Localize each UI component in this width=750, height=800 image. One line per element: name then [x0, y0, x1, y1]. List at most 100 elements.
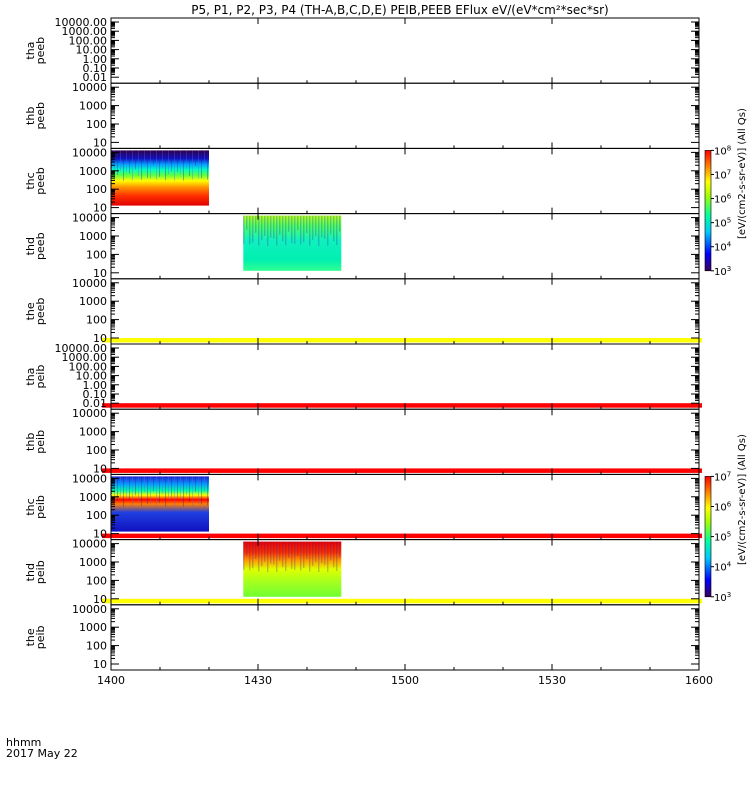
panel-product-label: peib [34, 560, 47, 584]
x-tick-label: 1600 [685, 674, 713, 687]
panel-frame [110, 408, 700, 475]
x-tick-label: 1530 [538, 674, 566, 687]
y-tick-label: 1000 [79, 100, 107, 113]
y-tick-label: 0.01 [83, 71, 108, 84]
flag-bar-thb-peib [102, 468, 702, 473]
panel-frame [110, 343, 700, 410]
y-tick-label: 0.10 [83, 62, 108, 75]
panel-product-label: peeb [34, 232, 47, 260]
colorbar-tick-label: 108 [714, 144, 731, 157]
colorbar-tick-label: 107 [714, 470, 731, 483]
spectrogram-texture [243, 541, 341, 572]
y-tick-label: 10000 [72, 277, 107, 290]
x-axis: 1400 1430 1500 1530 1600 [97, 18, 713, 687]
panel-probe-label: thb [24, 107, 37, 125]
panel-frame [110, 82, 700, 149]
spectrogram-thd-peib [243, 541, 342, 597]
panel-probe-label: the [24, 628, 37, 646]
panel-product-label: peeb [34, 37, 47, 65]
colorbar-tick-label: 103 [714, 591, 731, 604]
colorbar-title: [eV/(cm2-s-sr-eV)] (All Qs) [737, 108, 748, 239]
flag-bar-thd-peib [102, 598, 702, 604]
y-tick-label: 1000 [79, 491, 107, 504]
panel-probe-label: thb [24, 433, 37, 451]
colorbar-tick-label: 107 [714, 168, 731, 181]
y-tick-label: 10000 [72, 603, 107, 616]
colorbar-1: 108 107 106 105 104 103 [eV/(cm2-s-sr-eV)] (Al… [704, 108, 748, 278]
y-tick-label: 10 [93, 136, 107, 149]
panel-product-label: peeb [34, 102, 47, 130]
colorbar-strip [704, 150, 712, 272]
panel-probe-label: thd [24, 237, 37, 255]
panels: 10000.001000.00100.0010.001.000.100.01th… [24, 16, 702, 671]
flag-bar-tha-peib [102, 403, 702, 408]
colorbar-tick-label: 105 [714, 531, 731, 544]
y-tick-label: 10000 [72, 146, 107, 159]
y-tick-label: 1000.00 [62, 25, 108, 38]
spectrogram-texture [243, 215, 341, 246]
colorbar-tick-label: 104 [714, 241, 732, 254]
y-tick-label: 10.00 [76, 44, 108, 57]
x-tick-label: 1430 [244, 674, 272, 687]
y-tick-label: 10000.00 [55, 16, 108, 29]
y-tick-label: 10 [93, 528, 107, 541]
colorbar-2: 107 106 105 104 103 [eV/(cm2-s-sr-eV)] (All Q… [704, 434, 748, 604]
y-tick-label: 1.00 [83, 53, 108, 66]
x-axis-label-date: 2017 May 22 [6, 747, 78, 760]
panel-product-label: peeb [34, 298, 47, 326]
colorbar-strip [704, 476, 712, 598]
y-tick-label: 100.00 [69, 360, 108, 373]
x-axis-label-time: hhmm [6, 736, 41, 749]
panel-frame [110, 278, 700, 345]
y-tick-label: 10000 [72, 472, 107, 485]
flag-bar-the-peeb [102, 338, 702, 343]
y-tick-label: 100 [86, 640, 107, 653]
colorbar-tick-label: 106 [714, 501, 732, 514]
flag-bar-thc-peib [102, 533, 702, 539]
y-tick-label: 1.00 [83, 379, 108, 392]
spectrogram-thd-peeb [243, 215, 342, 271]
y-tick-label: 10000 [72, 407, 107, 420]
y-tick-label: 1000 [79, 556, 107, 569]
y-tick-label: 0.10 [83, 388, 108, 401]
panel-product-label: peib [34, 365, 47, 389]
y-tick-label: 10000 [72, 538, 107, 551]
y-tick-label: 1000.00 [62, 351, 108, 364]
panel-probe-label: thc [24, 172, 37, 189]
y-tick-label: 0.01 [83, 397, 108, 410]
y-tick-label: 10000.00 [55, 342, 108, 355]
y-tick-label: 10 [93, 658, 107, 671]
y-tick-label: 10000 [72, 212, 107, 225]
panel-probe-label: the [24, 302, 37, 320]
y-tick-label: 100 [86, 509, 107, 522]
panel-frame [110, 213, 700, 280]
panel-probe-label: thc [24, 498, 37, 515]
panel-product-label: peib [34, 625, 47, 649]
spectrogram-thc-peib [111, 476, 209, 532]
colorbar-title: [eV/(cm2-s-sr-eV)] (All Qs) [737, 434, 748, 565]
chart-title: P5, P1, P2, P3, P4 (TH-A,B,C,D,E) PEIB,P… [191, 3, 608, 17]
y-tick-label: 1000 [79, 165, 107, 178]
y-tick-label: 100 [86, 314, 107, 327]
y-tick-label: 100 [86, 248, 107, 261]
y-tick-label: 10 [93, 462, 107, 475]
panel-probe-label: tha [24, 42, 37, 60]
panel-frame [110, 17, 700, 84]
y-tick-label: 10000 [72, 81, 107, 94]
